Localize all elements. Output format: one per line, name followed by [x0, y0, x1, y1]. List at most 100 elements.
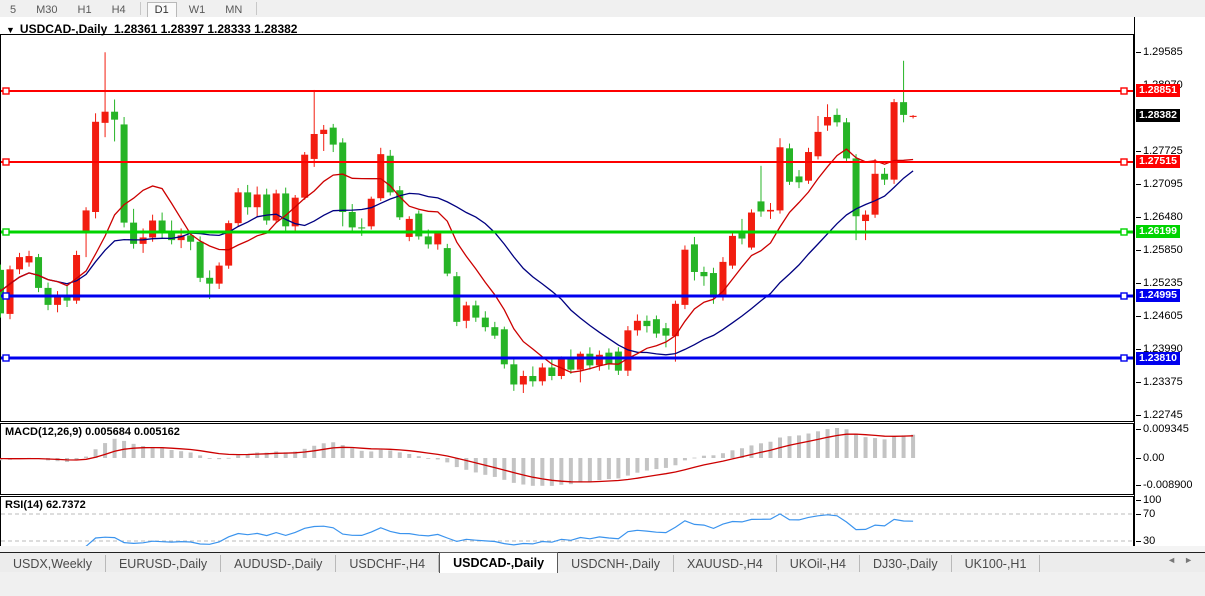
timeframe-button-M30[interactable]: M30 — [36, 4, 58, 16]
macd-histogram-bar — [302, 448, 307, 458]
timeframe-button-H1[interactable]: H1 — [77, 4, 92, 16]
timeframe-button-MN[interactable]: MN — [225, 4, 243, 16]
macd-histogram-bar — [359, 450, 364, 458]
macd-histogram-bar — [445, 458, 450, 463]
macd-histogram-bar — [901, 435, 906, 458]
macd-histogram-bar — [255, 452, 260, 458]
timeframe-toolbar: 5 M30 H1 H4 D1 W1 MN — [0, 0, 1205, 18]
chart-scrollbar[interactable] — [0, 546, 1205, 553]
chart-tab-dj30-daily[interactable]: DJ30-,Daily — [860, 555, 952, 573]
candle-body — [700, 271, 708, 277]
macd-histogram-bar — [511, 458, 516, 483]
candle-body — [862, 214, 870, 222]
candle-body — [187, 235, 195, 242]
candle-body — [196, 241, 204, 278]
macd-histogram-bar — [264, 452, 269, 458]
candle-body — [415, 213, 423, 237]
price-tick-label: 1.23375 — [1136, 376, 1183, 388]
candle-body — [206, 277, 214, 284]
candle-body — [728, 235, 736, 266]
candle-body — [881, 173, 889, 180]
rsi-tick-label: 30 — [1135, 535, 1156, 547]
timeframe-button-5[interactable]: 5 — [10, 4, 17, 16]
candle-body — [719, 261, 727, 298]
macd-tick-label: -0.008900 — [1136, 479, 1193, 491]
candle-body — [595, 354, 603, 366]
chart-tab-usdx-weekly[interactable]: USDX,Weekly — [0, 555, 106, 573]
candle-body — [120, 124, 128, 223]
chart-tab-ukoil-h4[interactable]: UKOil-,H4 — [777, 555, 860, 573]
chart-tab-usdchf-h4[interactable]: USDCHF-,H4 — [336, 555, 440, 573]
chart-tab-eurusd-daily[interactable]: EURUSD-,Daily — [106, 555, 222, 573]
macd-histogram-bar — [407, 453, 412, 458]
line-handle — [1120, 354, 1128, 362]
macd-signal-line — [0, 433, 914, 483]
candle-body — [529, 375, 537, 382]
candle-body — [548, 367, 556, 376]
candle-body — [462, 305, 470, 321]
tab-scroll-right-icon[interactable]: ► — [1184, 555, 1201, 565]
macd-histogram-bar — [340, 445, 345, 458]
macd-histogram-bar — [663, 458, 668, 468]
candle-body — [576, 353, 584, 370]
macd-histogram-bar — [854, 433, 859, 458]
candle-body — [168, 231, 176, 241]
timeframe-button-W1[interactable]: W1 — [188, 4, 206, 16]
candle-body — [766, 209, 774, 212]
candle-body — [367, 198, 375, 227]
candle-body — [434, 232, 442, 245]
price-line-badge: 1.27515 — [1136, 155, 1180, 168]
candle-body — [16, 257, 24, 270]
macd-histogram-bar — [701, 455, 706, 458]
price-axis[interactable]: 1.295851.289701.277251.270951.264801.258… — [1134, 17, 1205, 570]
candle-body — [348, 212, 356, 228]
candle-body — [329, 127, 337, 145]
macd-histogram-bar — [160, 448, 165, 458]
macd-histogram-bar — [483, 458, 488, 475]
chart-tab-uk100-h1[interactable]: UK100-,H1 — [952, 555, 1041, 573]
candle-body — [453, 276, 461, 322]
macd-histogram-bar — [816, 431, 821, 458]
chart-tab-xauusd-h4[interactable]: XAUUSD-,H4 — [674, 555, 777, 573]
macd-histogram-bar — [844, 429, 849, 458]
chart-canvas[interactable] — [0, 17, 1134, 565]
timeframe-button-D1[interactable]: D1 — [146, 2, 177, 17]
candle-body — [586, 353, 594, 366]
line-handle — [2, 292, 10, 300]
candle-body — [843, 122, 851, 159]
status-strip — [0, 572, 1205, 596]
candle-body — [63, 295, 71, 301]
chart-tab-audusd-daily[interactable]: AUDUSD-,Daily — [221, 555, 337, 573]
candle-body — [709, 273, 717, 298]
macd-histogram-bar — [911, 434, 916, 458]
rsi-label: RSI(14) 62.7372 — [5, 499, 86, 511]
line-handle — [1120, 87, 1128, 95]
price-tick-label: 1.27725 — [1136, 145, 1183, 157]
candle-body — [681, 249, 689, 305]
chart-dropdown-icon[interactable]: ▼ — [6, 25, 15, 35]
macd-histogram-bar — [312, 445, 317, 458]
macd-histogram-bar — [749, 445, 754, 458]
candle-body — [538, 367, 546, 382]
price-tick-label: 1.22745 — [1136, 409, 1183, 421]
candle-body — [614, 351, 622, 371]
line-handle — [2, 158, 10, 166]
macd-histogram-bar — [283, 452, 288, 458]
macd-histogram-bar — [863, 437, 868, 458]
candle-body — [320, 129, 328, 134]
chart-tab-usdcad-daily[interactable]: USDCAD-,Daily — [439, 552, 559, 573]
macd-histogram-bar — [226, 457, 231, 459]
macd-histogram-bar — [654, 458, 659, 470]
macd-histogram-bar — [720, 453, 725, 458]
macd-histogram-bar — [739, 448, 744, 458]
ma-slow-line — [0, 170, 914, 356]
chart-tab-usdcnh-daily[interactable]: USDCNH-,Daily — [558, 555, 674, 573]
line-handle — [2, 87, 10, 95]
line-handle — [1120, 228, 1128, 236]
candle-body — [396, 190, 404, 218]
candle-body — [662, 328, 670, 336]
tab-scroll-left-icon[interactable]: ◄ — [1167, 555, 1185, 565]
candle-body — [567, 359, 575, 370]
price-tick-label: 1.25235 — [1136, 277, 1183, 289]
timeframe-button-H4[interactable]: H4 — [111, 4, 126, 16]
